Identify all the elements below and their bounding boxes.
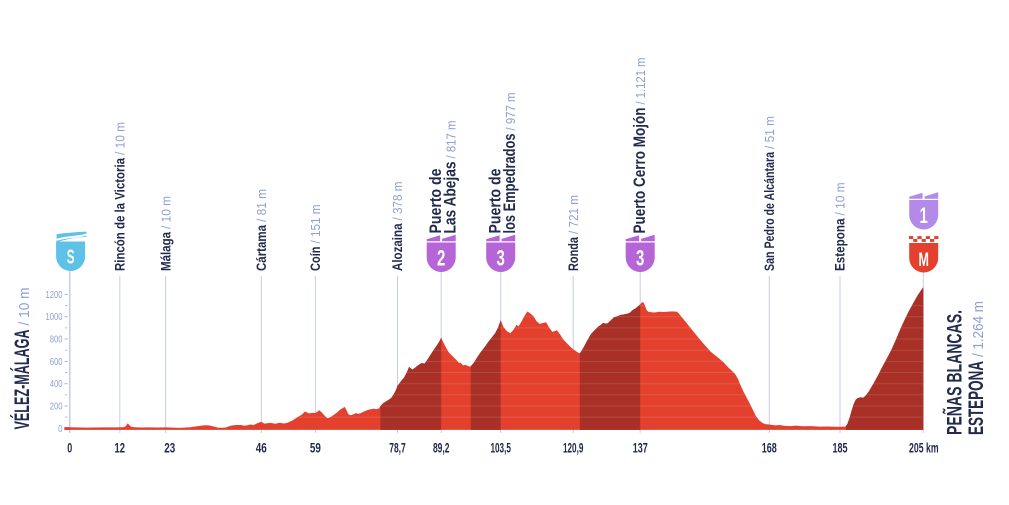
svg-text:/ 378 m: / 378 m	[391, 182, 405, 221]
svg-text:Málaga: Málaga	[158, 232, 174, 271]
svg-text:1000: 1000	[46, 311, 63, 323]
svg-text:/ 10 m: / 10 m	[159, 196, 173, 229]
svg-text:Ronda: Ronda	[566, 237, 582, 271]
svg-text:PEÑAS BLANCAS.: PEÑAS BLANCAS.	[944, 310, 967, 435]
svg-text:Alozaina: Alozaina	[390, 223, 406, 271]
svg-text:23: 23	[164, 439, 175, 455]
svg-text:/ 977 m: / 977 m	[504, 93, 518, 131]
svg-text:168: 168	[762, 439, 777, 455]
svg-text:600: 600	[50, 356, 63, 368]
svg-text:/ 1.121 m: / 1.121 m	[634, 58, 648, 105]
svg-text:103,5: 103,5	[490, 439, 511, 455]
svg-text:/ 10 m: / 10 m	[834, 183, 848, 216]
svg-text:59: 59	[310, 439, 321, 455]
svg-text:/ 51 m: / 51 m	[763, 116, 777, 149]
svg-text:400: 400	[50, 378, 63, 390]
svg-text:1: 1	[920, 203, 928, 228]
svg-text:/ 81 m: / 81 m	[255, 189, 269, 222]
svg-text:VÉLEZ-MÁLAGA: VÉLEZ-MÁLAGA	[11, 330, 34, 430]
svg-text:Las Abejas: Las Abejas	[441, 162, 460, 234]
svg-text:/ 721 m: / 721 m	[567, 195, 581, 234]
svg-text:Coín: Coín	[308, 247, 324, 272]
svg-text:800: 800	[50, 334, 63, 346]
svg-text:137: 137	[633, 439, 648, 455]
svg-text:12: 12	[115, 439, 126, 455]
svg-text:46: 46	[256, 439, 267, 455]
svg-text:Puerto de: Puerto de	[426, 169, 445, 234]
svg-text:ESTEPONA: ESTEPONA	[965, 361, 988, 435]
svg-text:1200: 1200	[46, 289, 63, 301]
svg-text:185: 185	[833, 439, 848, 455]
svg-text:120,9: 120,9	[563, 439, 584, 455]
svg-text:2: 2	[437, 246, 445, 271]
svg-text:/ 1.264 m: / 1.264 m	[970, 301, 987, 357]
svg-text:3: 3	[497, 246, 505, 271]
svg-text:S: S	[67, 246, 75, 268]
svg-text:los Empedrados: los Empedrados	[500, 134, 519, 234]
svg-text:/ 151 m: / 151 m	[309, 205, 323, 244]
svg-text:/ 817 m: / 817 m	[445, 121, 459, 159]
svg-text:Cártama: Cártama	[254, 225, 270, 271]
svg-text:89,2: 89,2	[433, 439, 450, 455]
svg-text:0: 0	[58, 423, 63, 435]
svg-text:3: 3	[636, 246, 644, 271]
svg-text:78,7: 78,7	[389, 439, 406, 455]
svg-text:M: M	[918, 249, 928, 270]
svg-text:200: 200	[50, 401, 63, 413]
svg-text:Estepona: Estepona	[833, 218, 849, 271]
svg-text:San Pedro de Alcántara: San Pedro de Alcántara	[762, 152, 778, 271]
svg-text:/ 10 m: / 10 m	[114, 122, 128, 155]
svg-text:0: 0	[67, 439, 72, 455]
svg-text:Rincón de la Victoria: Rincón de la Victoria	[113, 158, 129, 271]
svg-text:/ 10 m: / 10 m	[16, 288, 33, 326]
svg-text:Puerto Cerro Mojón: Puerto Cerro Mojón	[630, 108, 649, 234]
svg-text:205 km: 205 km	[909, 439, 939, 455]
svg-text:Puerto de: Puerto de	[486, 169, 505, 234]
